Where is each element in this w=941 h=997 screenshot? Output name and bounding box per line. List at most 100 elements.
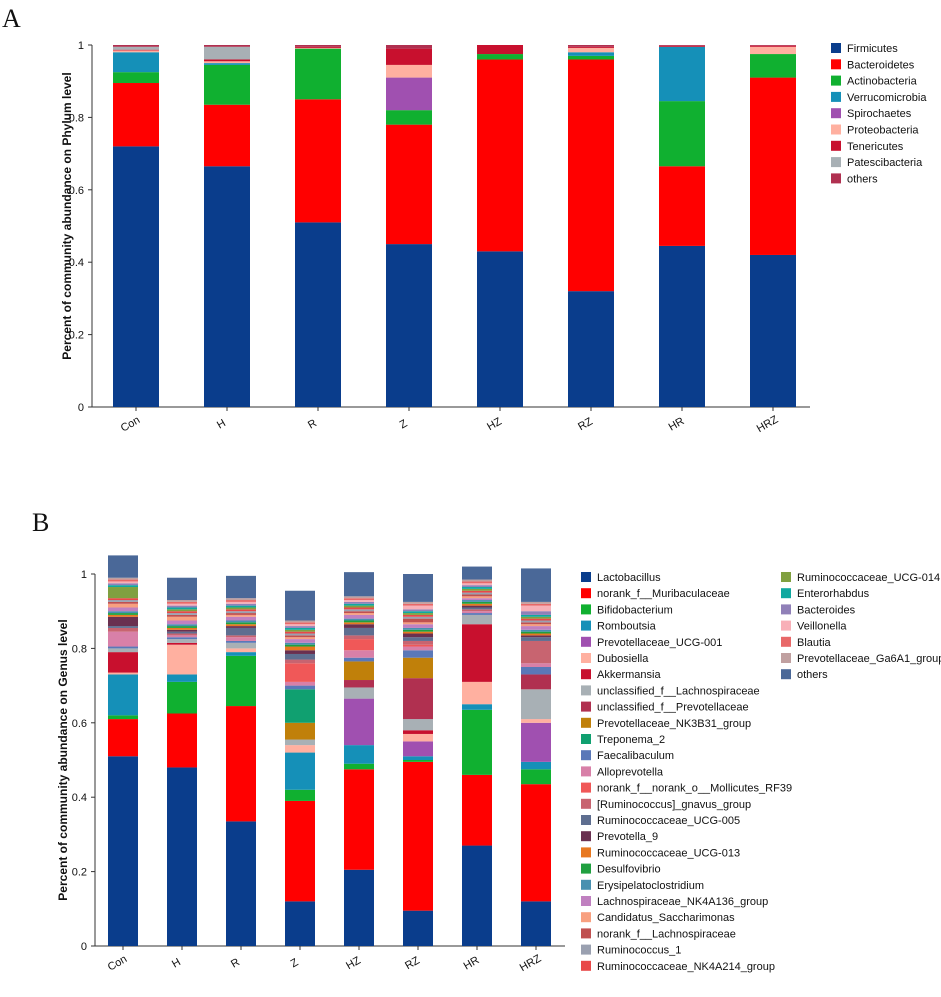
genus-bar-RZ-Ruminococcaceae_UCG-014 [403, 613, 433, 615]
phylum-bar-R-Proteobacteria [295, 47, 341, 49]
genus-bar-Con-Lachnospiraceae_NK4A136_group [108, 607, 138, 612]
genus-bar-R-Lachnospiraceae_NK4A136_group [226, 616, 256, 621]
genus-bar-Z-norank_f__norank_o__Mollicutes_RF39 [285, 663, 315, 682]
genus-bar-R-Ruminococcaceae_UCG-005 [226, 627, 256, 636]
phylum-bar-HRZ-Actinobacteria [750, 54, 796, 78]
genus-bar-Z-Dubosiella [285, 745, 315, 753]
genus-bar-Con-Enterorhabdus [108, 585, 138, 588]
genus-legend-swatch [581, 604, 591, 615]
genus-bar-H-norank_f__Muribaculaceae [167, 713, 197, 768]
genus-bar-HRZ-Prevotellaceae_UCG-001 [521, 722, 551, 762]
genus-bar-Z-Romboutsia [285, 752, 315, 790]
genus-bar-RZ-[Ruminococcus]_gnavus_group [403, 640, 433, 645]
panel-a-label: A [2, 4, 21, 33]
phylum-legend-label: others [847, 173, 878, 185]
genus-bar-Con-Dubosiella [108, 672, 138, 675]
genus-legend-label: Lactobacillus [597, 572, 661, 584]
genus-bar-RZ-Lactobacillus [403, 910, 433, 946]
phylum-y-tick-label: 0.8 [69, 112, 84, 124]
phylum-bar-RZ-Actinobacteria [568, 55, 614, 60]
phylum-bar-HRZ-Proteobacteria [750, 46, 796, 55]
genus-bar-H-Romboutsia [167, 674, 197, 682]
phylum-legend-swatch [831, 157, 841, 168]
genus-bar-HR-Veillonella [462, 583, 492, 586]
genus-bar-Z-Ruminococcaceae_NK4A214_group [285, 631, 315, 634]
genus-legend-swatch [581, 620, 591, 631]
genus-bar-R-Lactobacillus [226, 821, 256, 946]
genus-legend-swatch [581, 701, 591, 712]
genus-bar-RZ-Akkermansia [403, 730, 433, 734]
genus-bar-Z-[Ruminococcus]_gnavus_group [285, 659, 315, 664]
genus-legend-label: [Ruminococcus]_gnavus_group [597, 799, 751, 811]
phylum-bar-H-Patescibacteria [204, 46, 250, 60]
genus-bar-Con-unclassified_f__Lachnospiraceae [108, 648, 138, 653]
genus-bar-HZ-Erysipelatoclostridium [344, 618, 374, 621]
genus-bar-RZ-Prevotellaceae_NK3B31_group [403, 657, 433, 679]
genus-bar-HRZ-Alloprevotella [521, 663, 551, 667]
genus-legend-label: Erysipelatoclostridium [597, 880, 704, 892]
phylum-bar-HRZ-Firmicutes [750, 254, 796, 407]
panel-b-label: B [32, 508, 50, 537]
genus-legend-swatch [781, 572, 791, 582]
genus-bar-Con-Veillonella [108, 581, 138, 584]
genus-y-tick-label: 1 [81, 569, 87, 581]
phylum-bar-Con-Bacteroidetes [113, 83, 159, 147]
genus-bar-Z-others [285, 590, 315, 621]
genus-bar-Con-Blautia [108, 579, 138, 582]
genus-bar-RZ-Veillonella [403, 605, 433, 610]
genus-bar-HZ-unclassified_f__Prevotellaceae [344, 680, 374, 688]
phylum-legend-label: Bacteroidetes [847, 59, 915, 71]
genus-bar-Con-Bifidobacterium [108, 715, 138, 720]
genus-bar-HZ-Prevotellaceae_NK3B31_group [344, 661, 374, 681]
genus-legend-swatch [781, 588, 791, 599]
genus-bar-R-Prevotella_9 [226, 626, 256, 628]
genus-bar-HZ-Veillonella [344, 600, 374, 602]
genus-bar-HR-norank_f__Lachnospiraceae [462, 594, 492, 597]
genus-bar-HR-Ruminococcaceae_UCG-005 [462, 607, 492, 610]
genus-bar-RZ-unclassified_f__Prevotellaceae [403, 678, 433, 720]
genus-bar-HZ-Alloprevotella [344, 650, 374, 658]
phylum-y-tick-label: 0.6 [69, 185, 84, 197]
genus-bar-H-Enterorhabdus [167, 607, 197, 610]
genus-bar-Con-Erysipelatoclostridium [108, 611, 138, 614]
genus-bar-Z-Treponema_2 [285, 689, 315, 723]
genus-bar-Con-others [108, 555, 138, 578]
phylum-x-tick-label: H [215, 417, 228, 431]
phylum-bar-H-Actinobacteria [204, 64, 250, 105]
genus-legend-swatch [581, 944, 591, 955]
genus-bar-Z-Ruminococcaceae_UCG-014 [285, 629, 315, 632]
genus-bar-RZ-Bacteroides [403, 609, 433, 612]
genus-bar-Z-Desulfovibrio [285, 644, 315, 647]
genus-bar-HRZ-Candidatus_Saccharimonas [521, 624, 551, 627]
genus-bar-R-Alloprevotella [226, 637, 256, 641]
genus-bar-HRZ-Romboutsia [521, 761, 551, 770]
phylum-bar-HZ-Actinobacteria [477, 54, 523, 60]
genus-bar-RZ-Alloprevotella [403, 646, 433, 651]
genus-bar-H-Alloprevotella [167, 635, 197, 638]
genus-bar-HR-Faecalibaculum [462, 613, 492, 615]
phylum-legend-label: Actinobacteria [847, 76, 918, 88]
genus-legend-label: Bacteroides [797, 604, 856, 616]
genus-bar-R-unclassified_f__Lachnospiraceae [226, 642, 256, 649]
genus-bar-Con-Prevotella_9 [108, 616, 138, 627]
genus-legend-swatch [581, 912, 591, 923]
genus-legend-swatch [581, 766, 591, 777]
phylum-bar-H-Verrucomicrobia [204, 63, 250, 65]
genus-bar-HR-Ruminococcaceae_UCG-014 [462, 588, 492, 591]
genus-legend-label: Prevotella_9 [597, 831, 658, 843]
genus-bar-HRZ-Dubosiella [521, 719, 551, 723]
genus-bar-Z-Lachnospiraceae_NK4A136_group [285, 639, 315, 643]
genus-legend-label: Desulfovibrio [597, 864, 661, 876]
genus-bar-HZ-Prevotellaceae_Ga6A1_group [344, 596, 374, 599]
genus-legend-label: Veillonella [797, 621, 847, 633]
phylum-y-tick-label: 0.4 [69, 257, 84, 269]
genus-bar-Con-norank_f__Muribaculaceae [108, 719, 138, 757]
genus-bar-HR-Enterorhabdus [462, 587, 492, 589]
genus-legend-swatch [581, 782, 591, 793]
genus-legend-label: norank_f__Lachnospiraceae [597, 928, 736, 940]
phylum-bar-HR-Tenericutes [659, 45, 705, 47]
genus-bar-HR-Lachnospiraceae_NK4A136_group [462, 598, 492, 601]
genus-bar-H-Veillonella [167, 603, 197, 606]
genus-bar-H-others [167, 577, 197, 601]
genus-bar-HR-others [462, 566, 492, 580]
